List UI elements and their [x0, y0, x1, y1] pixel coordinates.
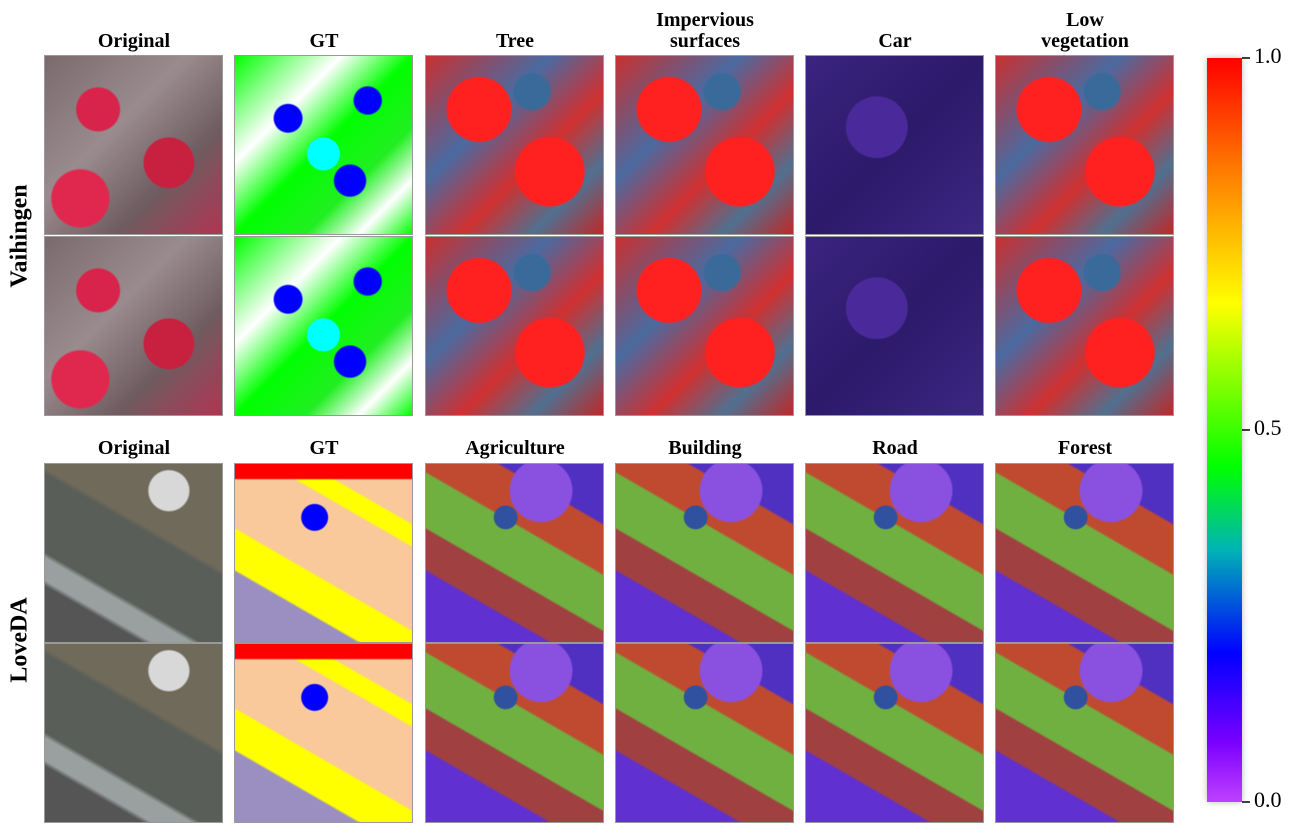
image-tile: [615, 463, 794, 643]
column-title: Original: [97, 437, 171, 459]
column-title: Low vegetation: [1041, 9, 1129, 52]
tick-label: 0.5: [1254, 415, 1282, 440]
column-title: Agriculture: [465, 437, 565, 459]
column-header: Low vegetation: [995, 0, 1175, 52]
row-label: LoveDA: [6, 597, 33, 683]
column-header: Road: [805, 425, 985, 459]
image-tile: [234, 236, 413, 416]
column-header: GT: [234, 0, 414, 52]
column-title: Road: [872, 437, 918, 459]
image-tile: [995, 55, 1174, 235]
image-tile: [615, 55, 794, 235]
image-tile: [44, 55, 223, 235]
tick-label: 1.0: [1254, 43, 1282, 68]
image-tile: [234, 55, 413, 235]
image-tile: [995, 643, 1174, 823]
image-tile: [805, 55, 984, 235]
column-title: GT: [309, 30, 339, 52]
image-tile: [805, 643, 984, 823]
column-header: Forest: [995, 425, 1175, 459]
image-tile: [234, 463, 413, 643]
image-tile: [44, 236, 223, 416]
column-header: Car: [805, 0, 985, 52]
tick-label: 0.0: [1254, 787, 1282, 812]
image-tile: [615, 236, 794, 416]
column-title: Building: [668, 437, 742, 459]
column-title: Original: [97, 30, 171, 52]
row-label: Vaihingen: [6, 184, 33, 288]
image-tile: [44, 643, 223, 823]
column-title: Forest: [1057, 437, 1113, 459]
image-tile: [615, 643, 794, 823]
column-header: Original: [44, 425, 224, 459]
column-title: Car: [878, 30, 912, 52]
colorbar: [1207, 58, 1242, 802]
column-header: Tree: [425, 0, 605, 52]
column-header: Agriculture: [425, 425, 605, 459]
image-tile: [425, 643, 604, 823]
image-tile: [805, 236, 984, 416]
image-tile: [995, 463, 1174, 643]
column-header: Impervious surfaces: [615, 0, 795, 52]
column-header: GT: [234, 425, 414, 459]
image-tile: [425, 236, 604, 416]
image-tile: [44, 463, 223, 643]
column-title: Tree: [495, 30, 535, 52]
image-tile: [805, 463, 984, 643]
image-tile: [425, 463, 604, 643]
image-tile: [425, 55, 604, 235]
column-title: Impervious surfaces: [656, 9, 754, 52]
column-header: Building: [615, 425, 795, 459]
column-header: Original: [44, 0, 224, 52]
image-tile: [995, 236, 1174, 416]
column-title: GT: [309, 437, 339, 459]
image-tile: [234, 643, 413, 823]
